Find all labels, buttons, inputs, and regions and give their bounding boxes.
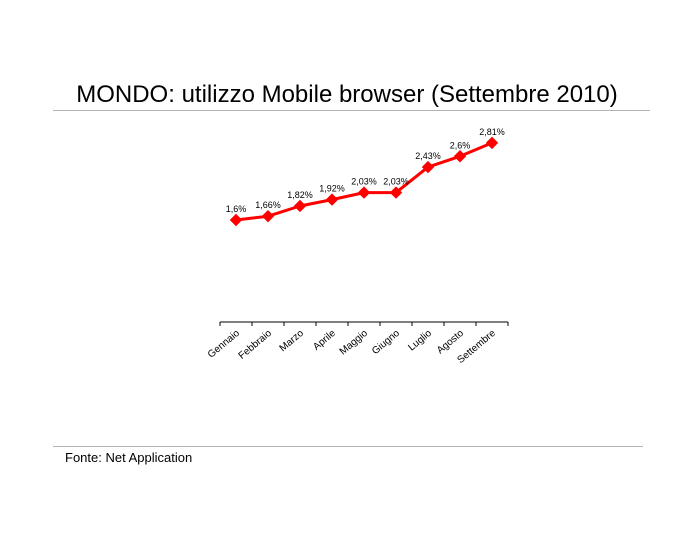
- x-tick-label: Aprile: [311, 328, 338, 353]
- x-tick-label: Febbraio: [237, 328, 275, 362]
- x-tick-label: Giugno: [370, 328, 402, 357]
- chart-title: MONDO: utilizzo Mobile browser (Settembr…: [76, 81, 618, 108]
- data-label-group: 1,6% 1,66% 1,82% 1,92% 2,03% 2,03% 2,43% 2,6% 2,…: [226, 127, 505, 214]
- data-label: 2,43%: [415, 151, 441, 161]
- data-label: 2,6%: [450, 140, 471, 150]
- source-divider: [53, 446, 643, 447]
- data-label: 1,66%: [255, 200, 281, 210]
- data-point-marker: [421, 160, 435, 174]
- x-axis: [219, 321, 509, 326]
- x-tick-label: Luglio: [406, 328, 434, 354]
- data-point-marker: [485, 136, 499, 150]
- data-point-marker: [453, 150, 467, 163]
- source-note: Fonte: Net Application: [65, 450, 193, 465]
- data-label: 2,81%: [479, 127, 505, 137]
- data-point-marker: [261, 209, 275, 223]
- data-label: 2,03%: [383, 177, 409, 187]
- data-point-marker: [293, 199, 307, 213]
- data-point-marker: [389, 186, 403, 199]
- data-label: 1,82%: [287, 190, 313, 200]
- data-label: 2,03%: [351, 177, 377, 187]
- data-label: 1,6%: [226, 204, 247, 214]
- x-tick-label: Gennaio: [206, 328, 242, 361]
- x-tick-label: Maggio: [338, 328, 371, 358]
- data-label: 1,92%: [319, 184, 345, 194]
- title-divider: [53, 110, 650, 111]
- data-point-marker: [325, 193, 339, 206]
- data-point-marker: [357, 186, 371, 199]
- x-tick-label: Marzo: [278, 328, 307, 355]
- data-point-marker: [229, 213, 243, 227]
- marker-group: [229, 136, 499, 227]
